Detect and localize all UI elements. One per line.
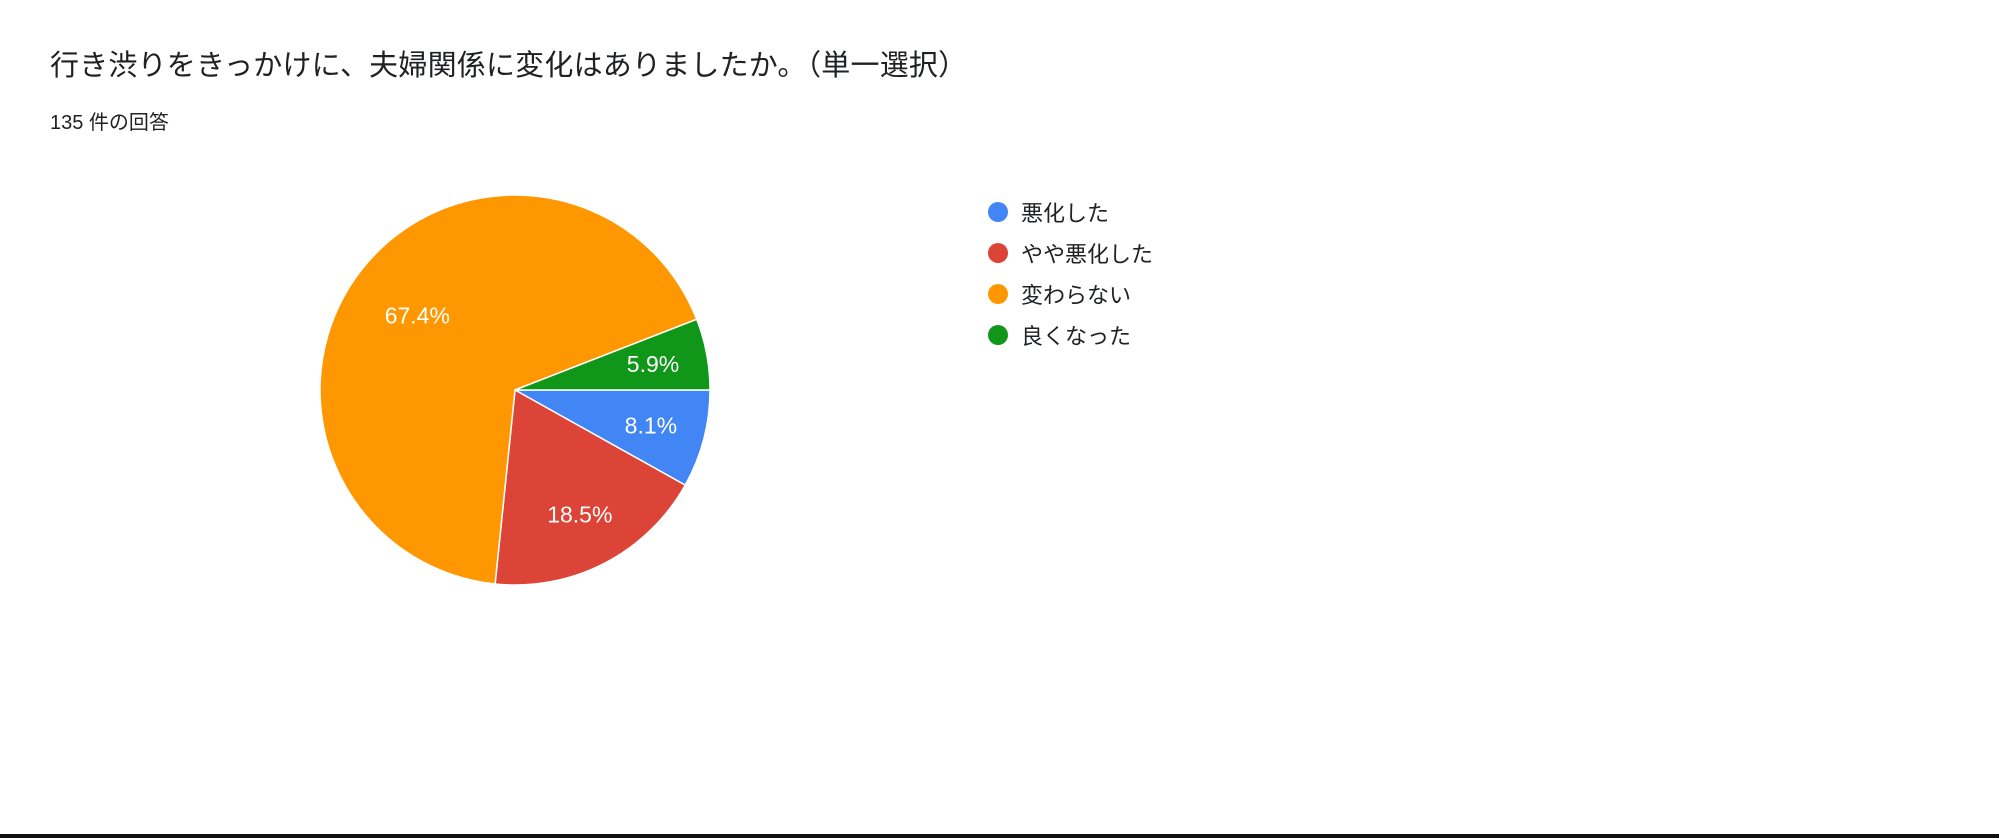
legend-item-0: 悪化した <box>988 198 1153 226</box>
legend-label: 変わらない <box>1021 283 1132 308</box>
pie-slice-1[interactable] <box>494 389 686 586</box>
pie-chart: 8.1% 18.5% 67.4% 5.9% <box>305 180 725 600</box>
legend-item-3: 良くなった <box>988 321 1153 349</box>
pie-slice-label-3: 5.9% <box>627 351 679 377</box>
legend-label: 悪化した <box>1021 201 1110 226</box>
legend-item-2: 変わらない <box>988 280 1153 308</box>
pie-slice-2[interactable] <box>319 194 698 585</box>
legend-swatch-icon <box>988 284 1008 304</box>
legend-label: やや悪化した <box>1021 242 1154 267</box>
pie-slice-label-2: 67.4% <box>385 303 450 329</box>
chart-header: 行き渋りをきっかけに、夫婦関係に変化はありましたか。（単一選択） 135 件の回… <box>50 42 967 135</box>
response-count: 135 件の回答 <box>50 112 169 134</box>
page-title: 行き渋りをきっかけに、夫婦関係に変化はありましたか。（単一選択） <box>50 50 968 82</box>
pie-chart-svg: 8.1% 18.5% 67.4% 5.9% <box>319 194 711 586</box>
legend-swatch-icon <box>988 202 1008 222</box>
pie-slice-label-0: 8.1% <box>625 412 677 438</box>
legend-swatch-icon <box>988 243 1008 263</box>
legend-label: 良くなった <box>1021 324 1132 349</box>
pie-slice-3[interactable] <box>514 318 711 391</box>
chart-legend: 悪化した やや悪化した 変わらない 良くなった <box>988 198 1153 362</box>
pie-slice-0[interactable] <box>514 389 711 486</box>
legend-item-1: やや悪化した <box>988 239 1153 267</box>
pie-slice-label-1: 18.5% <box>547 502 612 528</box>
legend-swatch-icon <box>988 325 1008 345</box>
bottom-edge-bar <box>0 834 1999 838</box>
